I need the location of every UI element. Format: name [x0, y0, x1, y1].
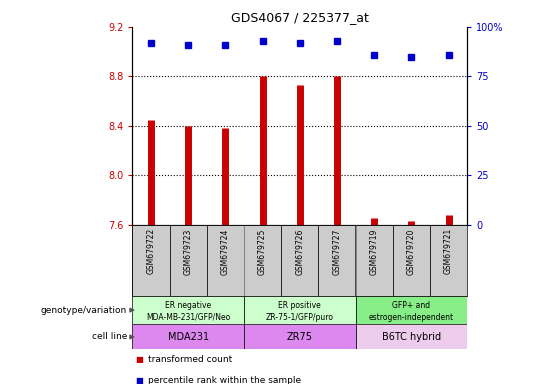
Bar [132, 225, 170, 296]
Text: GSM679727: GSM679727 [333, 228, 341, 275]
Bar [244, 324, 355, 349]
Text: GSM679723: GSM679723 [184, 228, 193, 275]
Text: GSM679726: GSM679726 [295, 228, 304, 275]
Bar [355, 324, 467, 349]
Bar [430, 225, 467, 296]
Text: cell line: cell line [91, 333, 127, 341]
Bar [170, 225, 207, 296]
Text: GSM679724: GSM679724 [221, 228, 230, 275]
Text: MDA-MB-231/GFP/Neo: MDA-MB-231/GFP/Neo [146, 313, 230, 322]
Bar [281, 225, 318, 296]
Text: estrogen-independent: estrogen-independent [369, 313, 454, 322]
Text: ZR-75-1/GFP/puro: ZR-75-1/GFP/puro [266, 313, 334, 322]
Text: transformed count: transformed count [148, 355, 233, 364]
Text: GSM679720: GSM679720 [407, 228, 416, 275]
Text: ER negative: ER negative [165, 301, 211, 310]
Bar [318, 225, 355, 296]
Bar [355, 225, 393, 296]
Text: genotype/variation: genotype/variation [40, 306, 127, 314]
Bar [355, 296, 467, 324]
Text: ■: ■ [135, 355, 143, 364]
Bar [393, 225, 430, 296]
Text: ER positive: ER positive [278, 301, 321, 310]
Text: GSM679719: GSM679719 [369, 228, 379, 275]
Text: GSM679722: GSM679722 [146, 228, 156, 275]
Text: ZR75: ZR75 [287, 332, 313, 342]
Text: B6TC hybrid: B6TC hybrid [382, 332, 441, 342]
Bar [132, 324, 244, 349]
Text: percentile rank within the sample: percentile rank within the sample [148, 376, 302, 384]
Bar [207, 225, 244, 296]
Title: GDS4067 / 225377_at: GDS4067 / 225377_at [231, 11, 369, 24]
Bar [244, 296, 355, 324]
Text: GFP+ and: GFP+ and [392, 301, 430, 310]
Bar [244, 225, 281, 296]
Text: GSM679725: GSM679725 [258, 228, 267, 275]
Text: MDA231: MDA231 [167, 332, 208, 342]
Text: ■: ■ [135, 376, 143, 384]
Text: GSM679721: GSM679721 [444, 228, 453, 275]
Bar [132, 296, 244, 324]
